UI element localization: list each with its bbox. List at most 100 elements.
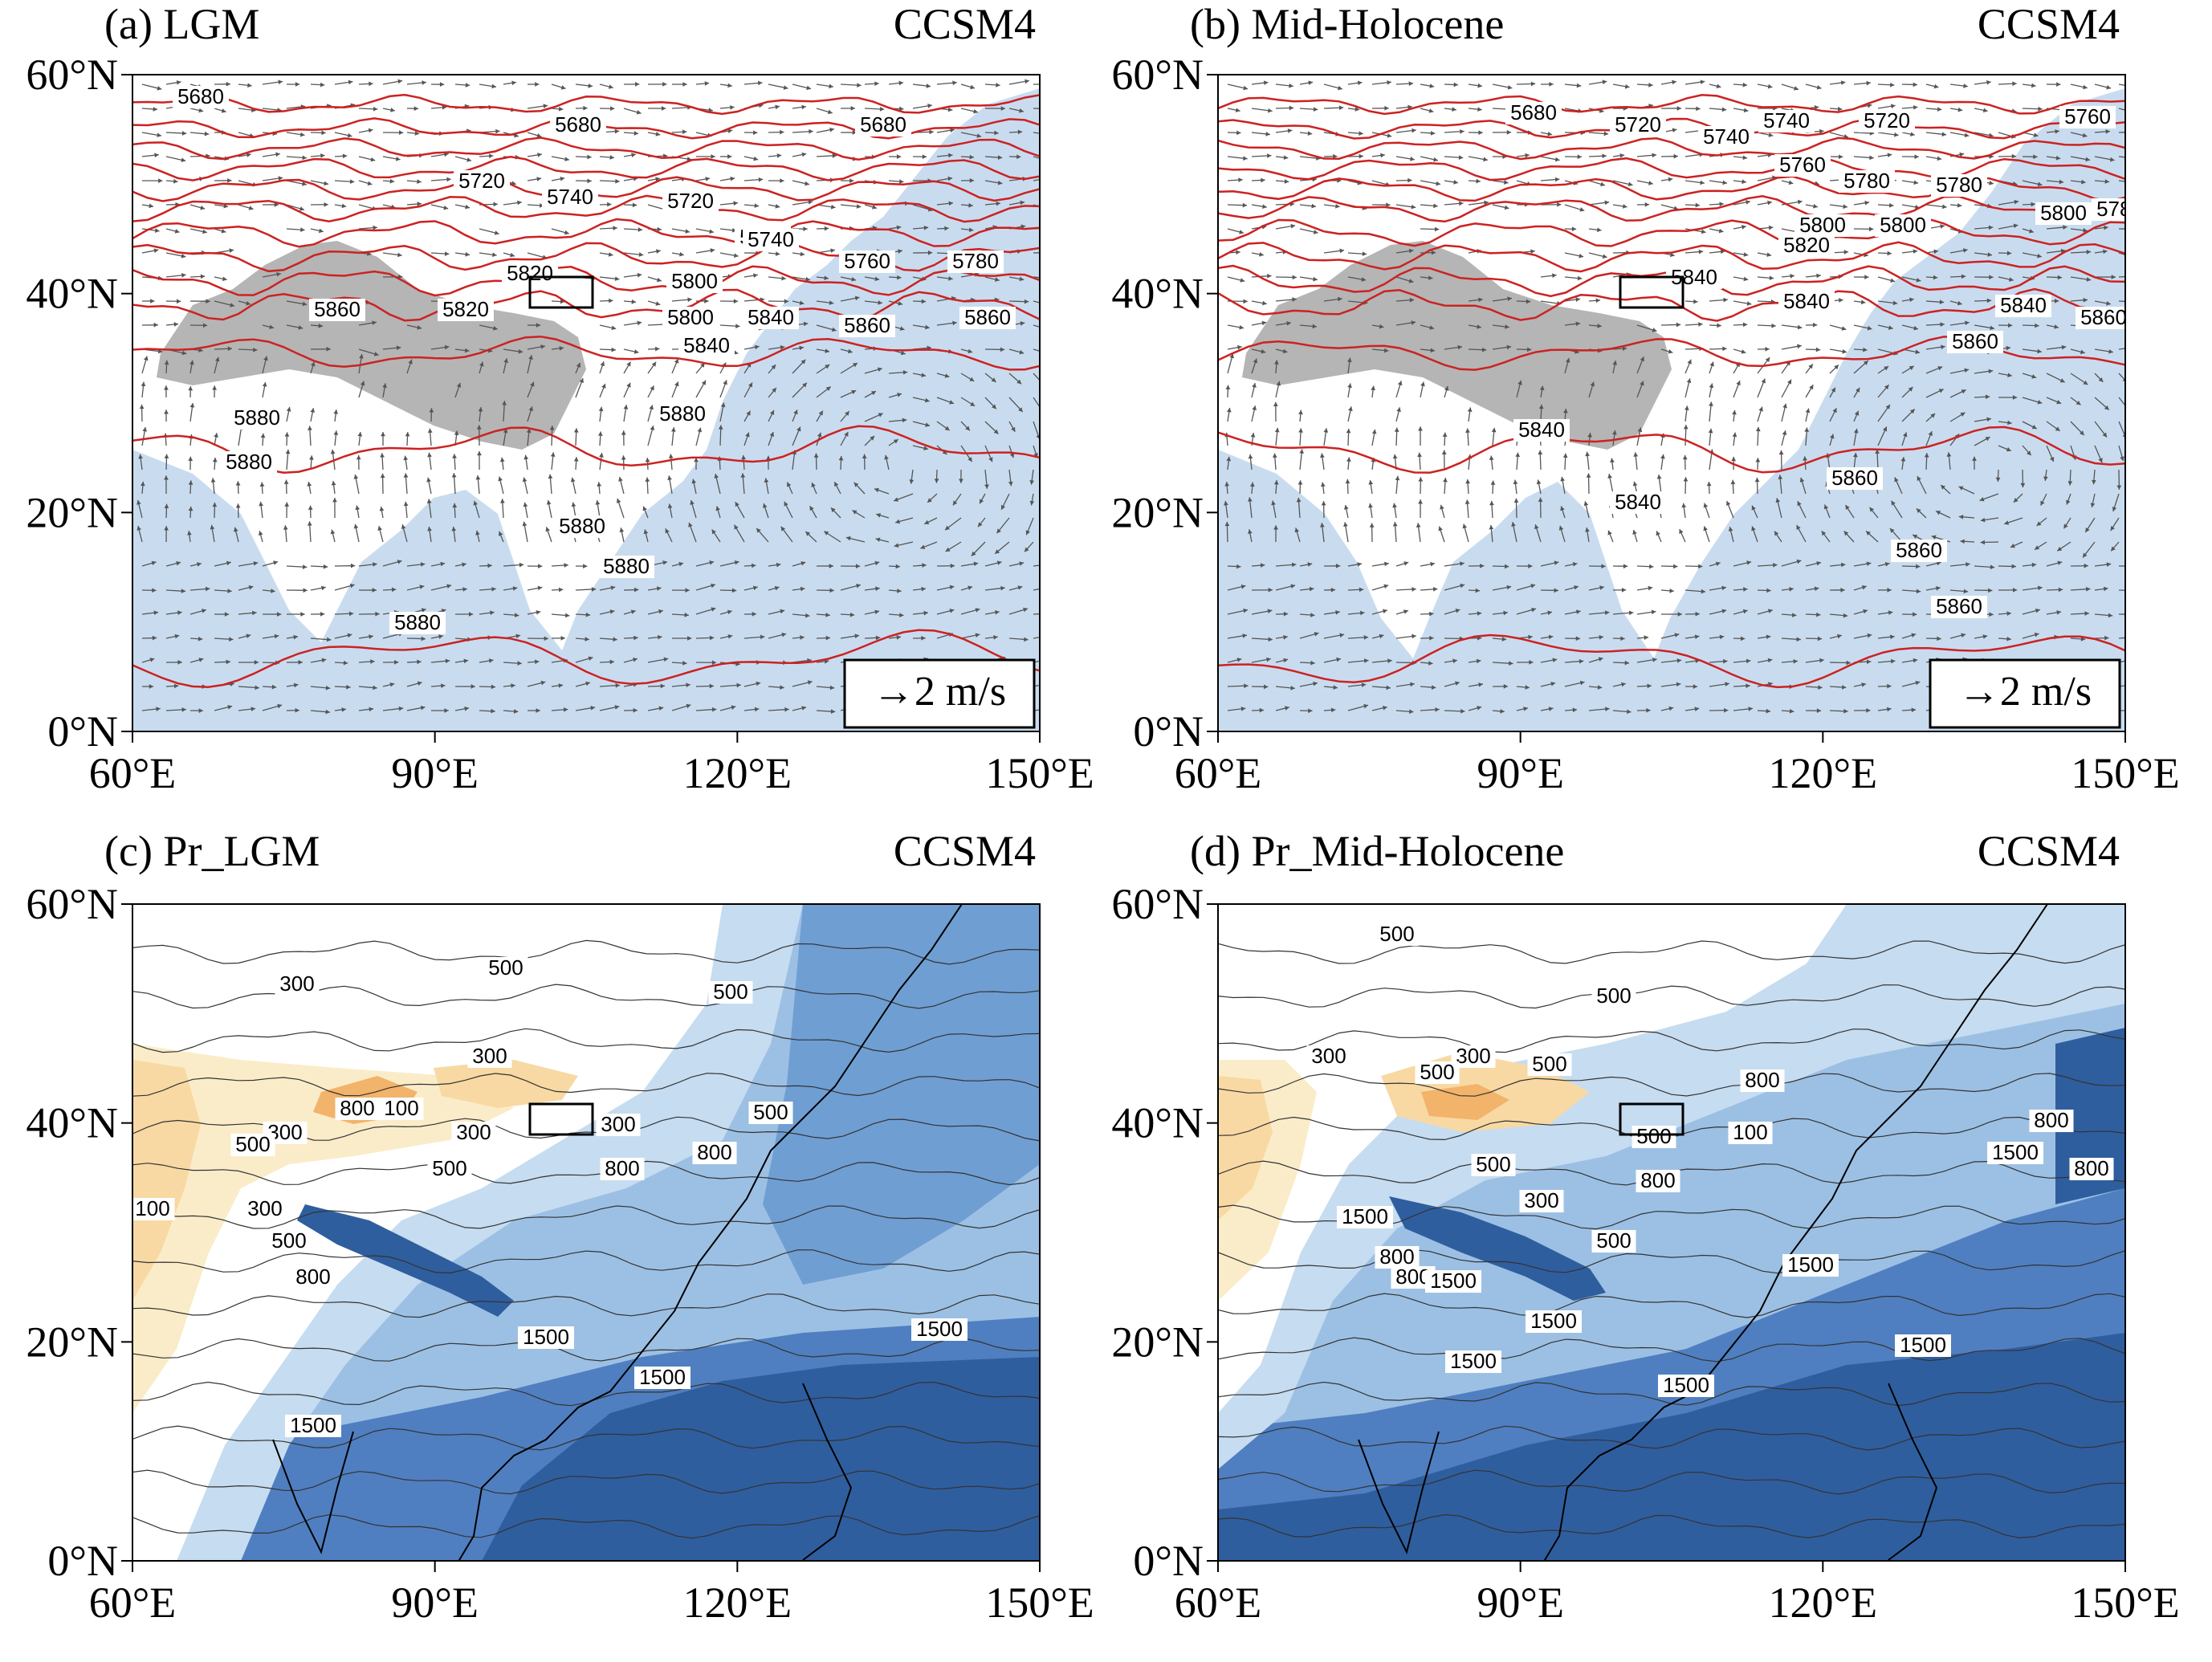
contour-label: 500 [1636,1124,1671,1148]
contour-label-bg [600,1158,645,1180]
contour-label: 5880 [603,554,650,578]
contour-label: 1500 [1342,1204,1388,1228]
contour-label: 5740 [1703,124,1750,149]
lat-tick-label: 40°N [26,270,118,318]
contour-label: 5860 [964,305,1011,329]
lon-tick-label: 150°E [985,1578,1094,1627]
contour-label: 5820 [1783,233,1830,257]
contour-label-bg [1658,1375,1714,1397]
contour-label-bg [451,1122,496,1144]
contour-label: 5780 [952,249,999,273]
contour-label: 5800 [1799,213,1846,237]
contour-label: 800 [2074,1156,2108,1180]
contour-label-bg [1471,1154,1516,1176]
study-area-box [528,275,594,309]
contour-label: 5840 [1518,418,1565,442]
contour-label: 1500 [1992,1140,2039,1164]
contour-label-bg [379,1098,424,1120]
study-area-box [1619,275,1684,309]
lat-tick-label: 60°N [26,51,118,99]
ocean-shade [132,88,1040,731]
contour-label-bg [748,1102,793,1124]
contour-label-bg [743,307,799,329]
himalaya-band [297,1204,514,1317]
panel-c-title: (c) Pr_LGM [104,827,320,875]
contour-label-bg [1895,1334,1951,1357]
reference-vector-label: →2 m/s [1958,669,2092,715]
contour-label: 5860 [1896,538,1942,562]
contour-label: 100 [384,1096,418,1120]
contour-label: 5760 [2064,104,2111,128]
panel-b-title: (b) Mid-Holocene [1190,0,1504,48]
contour-label: 5840 [2000,293,2047,317]
contour-label: 1500 [1530,1309,1577,1333]
contour-label: 5840 [683,333,730,357]
lon-tick-label: 120°E [683,1578,792,1627]
contour-label: 300 [279,972,314,996]
contour-label-bg [2029,1110,2074,1132]
contour-label-bg [1445,1350,1501,1373]
contour-label: 5680 [860,112,906,136]
contour-label-bg [839,315,895,337]
contour-label: 5860 [1952,329,1998,353]
contour-label-bg [291,1266,336,1289]
study-area-box [528,1102,594,1136]
contour-label: 500 [1532,1052,1566,1076]
contour-label-bg [309,299,365,321]
plateau-mask [1242,241,1672,450]
contour-label-bg [1610,114,1666,136]
lon-tick-label: 90°E [391,749,479,797]
contour-label-bg [132,1198,175,1220]
lon-tick-label: 60°E [89,1578,177,1627]
contour-label-bg [1947,331,2003,353]
lon-tick-label: 60°E [1175,1578,1262,1627]
contour-label: 5720 [667,189,714,213]
contour-label: 5880 [226,450,272,474]
contour-label: 5680 [1510,100,1557,124]
panel-b-frame [1217,74,2126,732]
lon-tick-label: 90°E [1477,1578,1564,1627]
wind-vectors [136,79,1040,715]
contour-label-bg [666,271,723,293]
contour-label: 5860 [314,297,361,321]
contour-label: 800 [340,1096,374,1120]
lon-tick-label: 120°E [1769,749,1878,797]
contour-label-bg [242,1198,287,1220]
contour-label: 1500 [1787,1253,1834,1277]
contour-label-bg [1782,1254,1839,1277]
contour-label: 300 [1311,1044,1346,1068]
contour-label: 5740 [547,185,593,209]
contour-label-bg [947,251,1004,273]
panel-a-frame [132,74,1041,732]
contour-label-bg [1698,126,1754,149]
plateau-mask [157,241,586,450]
contour-label-bg [1375,1246,1420,1269]
lon-tick-label: 120°E [683,749,792,797]
contour-label-bg [1931,596,1987,618]
contour-label-bg [1632,1126,1676,1148]
contour-label-bg [1728,1122,1773,1144]
contour-label-bg [2069,1158,2114,1180]
contour-label-bg [1375,923,1420,946]
contour-label: 1500 [1450,1349,1497,1373]
contour-label: 500 [488,955,523,980]
contour-label-bg [1891,540,1947,562]
precip-band-tan [132,1060,201,1301]
lat-tick-label: 0°N [1133,1537,1204,1585]
contour-label: 300 [456,1120,491,1144]
panel-d-model: CCSM4 [1978,827,2120,875]
contour-label: 800 [1640,1168,1675,1192]
contour-label: 5680 [555,112,601,136]
contour-label-bg [1778,234,1835,257]
panel-c-model: CCSM4 [894,827,1036,875]
contour-label-bg [2076,307,2125,329]
contour-label-bg [267,1230,312,1253]
contour-label-bg [285,1415,341,1437]
contour-label-bg [1794,214,1851,237]
lat-tick-label: 0°N [47,707,118,756]
contour-label: 5860 [1831,466,1878,490]
contour-labels: 5680 5720 5740 5740 5720 5760 5780 5780 5760 5780… [1505,100,2125,618]
lat-tick-label: 40°N [1111,270,1204,318]
